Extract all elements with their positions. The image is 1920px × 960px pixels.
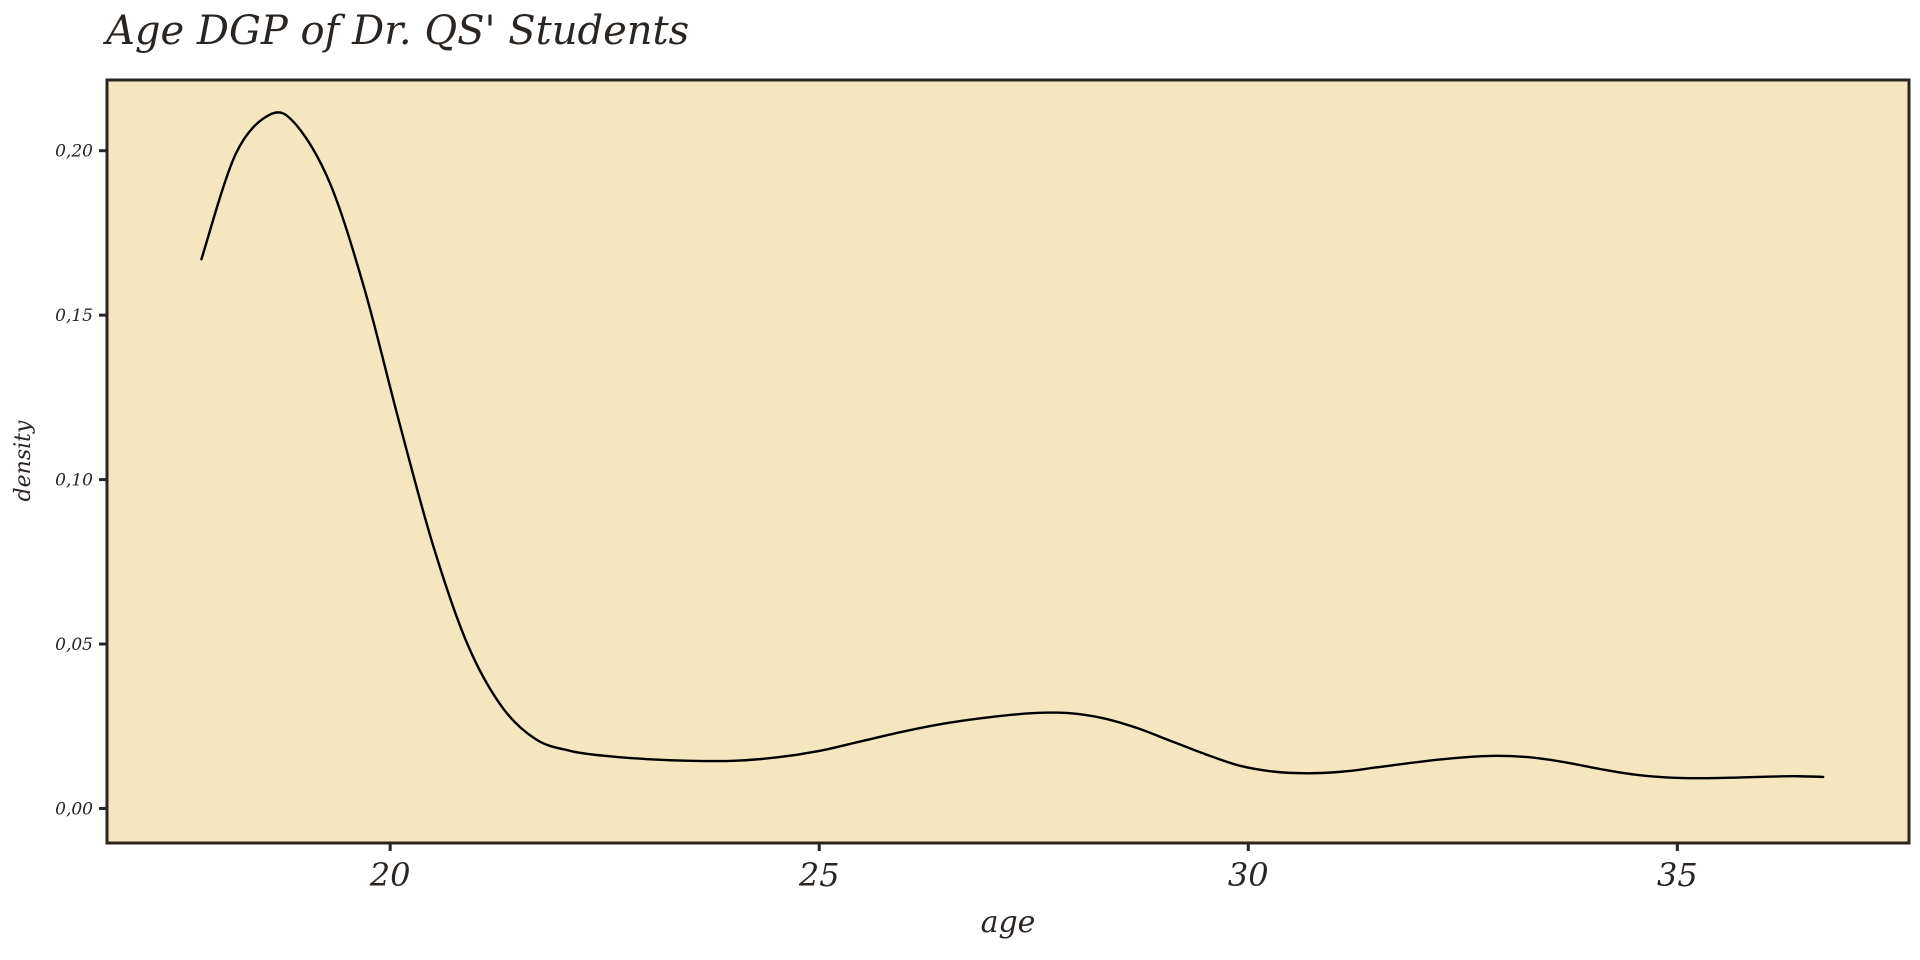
x-tick-label: 20 xyxy=(369,856,411,894)
x-tick-label: 35 xyxy=(1657,856,1698,894)
y-tick-label: 0,15 xyxy=(55,306,93,326)
plot-panel xyxy=(105,78,1911,845)
y-tick-label: 0,00 xyxy=(55,799,93,819)
chart-title: Age DGP of Dr. QS' Students xyxy=(102,8,689,54)
y-axis-title: density xyxy=(11,420,36,501)
y-tick-label: 0,10 xyxy=(55,471,93,491)
x-tick-label: 30 xyxy=(1228,856,1269,894)
x-tick-label: 25 xyxy=(798,856,840,894)
y-tick-label: 0,20 xyxy=(55,142,93,162)
density-line xyxy=(200,111,1825,780)
x-axis-title: age xyxy=(981,905,1036,940)
x-axis: 20 25 30 35 xyxy=(369,843,1698,894)
y-tick-label: 0,05 xyxy=(55,635,93,655)
y-axis: 0,00 0,05 0,10 0,15 0,20 xyxy=(55,142,107,819)
